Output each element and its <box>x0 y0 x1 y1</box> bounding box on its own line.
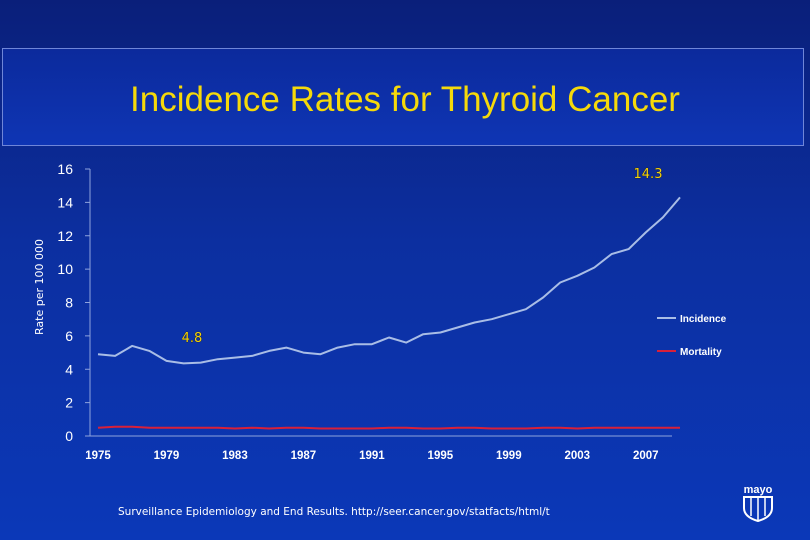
x-tick-label: 1995 <box>428 450 454 462</box>
y-tick-label: 0 <box>65 428 73 444</box>
page-title: Incidence Rates for Thyroid Cancer <box>130 80 680 119</box>
x-tick-label: 1983 <box>222 450 248 462</box>
x-tick-label: 1991 <box>359 450 385 462</box>
series-line-incidence <box>97 196 681 365</box>
series-line-mortality <box>97 425 680 430</box>
x-tick-label: 1979 <box>154 450 180 462</box>
y-tick-label: 8 <box>65 295 73 311</box>
y-tick-label: 4 <box>65 361 73 377</box>
y-tick-label: 14 <box>57 194 73 210</box>
legend-label-incidence: Incidence <box>680 314 727 325</box>
title-panel <box>2 48 804 146</box>
x-tick-label: 2007 <box>633 450 659 462</box>
data-label: 4.8 <box>182 331 203 346</box>
x-tick-label: 1987 <box>291 450 317 462</box>
source-citation[interactable]: Surveillance Epidemiology and End Result… <box>118 506 550 518</box>
y-tick-label: 6 <box>65 328 73 344</box>
y-axis-label: Rate per 100 000 <box>33 239 46 335</box>
logo-text: mayo <box>744 484 773 496</box>
y-tick-label: 12 <box>57 228 73 244</box>
legend-label-mortality: Mortality <box>680 347 722 358</box>
data-label: 14.3 <box>634 167 663 182</box>
x-tick-label: 2003 <box>564 450 590 462</box>
y-tick-label: 2 <box>65 395 73 411</box>
mayo-logo-icon: mayo <box>743 484 773 522</box>
y-tick-label: 10 <box>57 261 73 277</box>
y-tick-label: 16 <box>57 161 73 177</box>
x-tick-label: 1999 <box>496 450 522 462</box>
x-tick-label: 1975 <box>85 450 111 462</box>
